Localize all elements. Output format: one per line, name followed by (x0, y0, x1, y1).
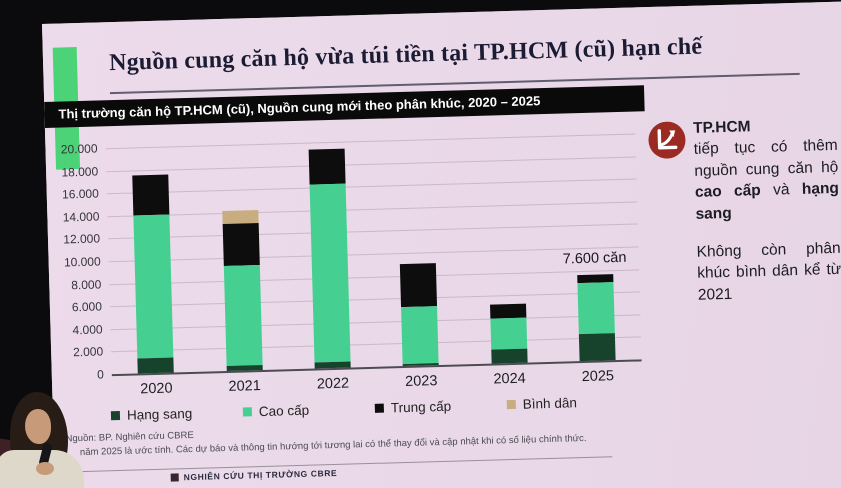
slide-title: Nguồn cung căn hộ vừa túi tiền tại TP.HC… (108, 33, 703, 77)
bar-segment-hạng-sang (578, 333, 616, 362)
bar-segment-hạng-sang (137, 357, 174, 374)
y-tick-label: 14.000 (62, 209, 100, 225)
y-tick-label: 12.000 (63, 231, 101, 247)
legend-label: Bình dân (522, 395, 578, 412)
x-tick-label: 2024 (493, 370, 526, 388)
y-tick-label: 18.000 (61, 164, 99, 180)
bar-segment-cao-cấp (489, 317, 527, 351)
bar-segment-hạng-sang (314, 361, 351, 369)
gridline (111, 336, 641, 353)
bar-segment-trung-cấp (489, 303, 526, 319)
gridline (109, 269, 640, 285)
bar-2025 (577, 274, 616, 362)
x-tick-label: 2023 (404, 373, 438, 390)
bar-segment-cao-cấp (133, 214, 174, 359)
x-tick-label: 2022 (316, 375, 350, 393)
bar-segment-trung-cấp (400, 263, 438, 308)
footer-brand: NGHIÊN CỨU THỊ TRƯỜNG CBRE (170, 467, 338, 483)
insight-paragraph-2: Không còn phân khúc bình dân kể từ 2021 (696, 239, 841, 304)
bar-segment-cao-cấp (223, 264, 263, 367)
growth-chart-logo-icon (648, 121, 686, 159)
slide: Nguồn cung căn hộ vừa túi tiền tại TP.HC… (42, 0, 841, 488)
insight-bold-1: cao cấp (694, 182, 761, 201)
legend-swatch (242, 407, 253, 417)
legend-label: Cao cấp (258, 402, 310, 420)
insight-paragraph-1: TP.HCM tiếp tục có thêm nguồn cung căn hộ… (693, 114, 840, 225)
y-tick-label: 4.000 (72, 322, 103, 338)
y-tick-label: 16.000 (61, 186, 99, 202)
gridline (109, 291, 640, 308)
y-tick-label: 20.000 (60, 141, 98, 157)
y-tick-label: 6.000 (71, 299, 103, 315)
x-tick-label: 2020 (140, 380, 173, 398)
y-tick-label: 8.000 (71, 277, 102, 292)
gridline (106, 156, 636, 172)
bar-2023 (400, 263, 439, 367)
y-tick-label: 2.000 (72, 344, 104, 360)
gridline (105, 133, 636, 150)
bar-2022 (308, 148, 351, 369)
insight-brand: TP.HCM (692, 118, 751, 137)
bar-2024 (489, 303, 528, 364)
bar-2020 (132, 174, 174, 374)
bar-annotation: 7.600 căn (562, 249, 627, 268)
bar-segment-bình-dân (221, 209, 259, 225)
gridline (107, 201, 638, 218)
y-tick-label: 10.000 (63, 254, 101, 270)
plot-area: 2020 2021 2022 2023 2024 2025 7.600 căn (105, 133, 642, 397)
bar-segment-cao-cấp (577, 282, 615, 335)
bar-segment-trung-cấp (308, 148, 346, 185)
presenter-person (0, 388, 110, 488)
legend-swatch (110, 410, 121, 421)
gridline (108, 223, 638, 240)
footer-brand-label: NGHIÊN CỨU THỊ TRƯỜNG CBRE (183, 467, 338, 483)
legend-swatch (374, 403, 384, 413)
presenter-face (25, 409, 51, 444)
cbre-mark-icon (170, 473, 179, 482)
insight-text-1: tiếp tục có thêm nguồn cung căn hộ (693, 137, 839, 180)
y-axis-labels: 20.000 18.000 16.000 14.000 12.000 10.000 8.00… (50, 142, 104, 382)
y-tick-label: 0 (96, 367, 105, 382)
insight-text-2: và (760, 180, 803, 200)
legend-label: Trung cấp (390, 398, 452, 416)
legend-swatch (506, 399, 516, 410)
gridline (106, 178, 637, 195)
bar-segment-trung-cấp (222, 223, 260, 266)
bar-segment-cao-cấp (401, 306, 439, 364)
x-tick-label: 2025 (581, 368, 615, 386)
bar-segment-trung-cấp (132, 174, 170, 216)
x-tick-label: 2021 (228, 378, 262, 395)
bar-segment-hạng-sang (490, 349, 528, 364)
footer-divider (67, 456, 613, 473)
gridline (110, 314, 641, 331)
presenter-hand (36, 462, 54, 475)
bar-segment-cao-cấp (309, 183, 351, 363)
legend-label: Hạng sang (126, 405, 193, 423)
bar-2021 (221, 209, 263, 371)
